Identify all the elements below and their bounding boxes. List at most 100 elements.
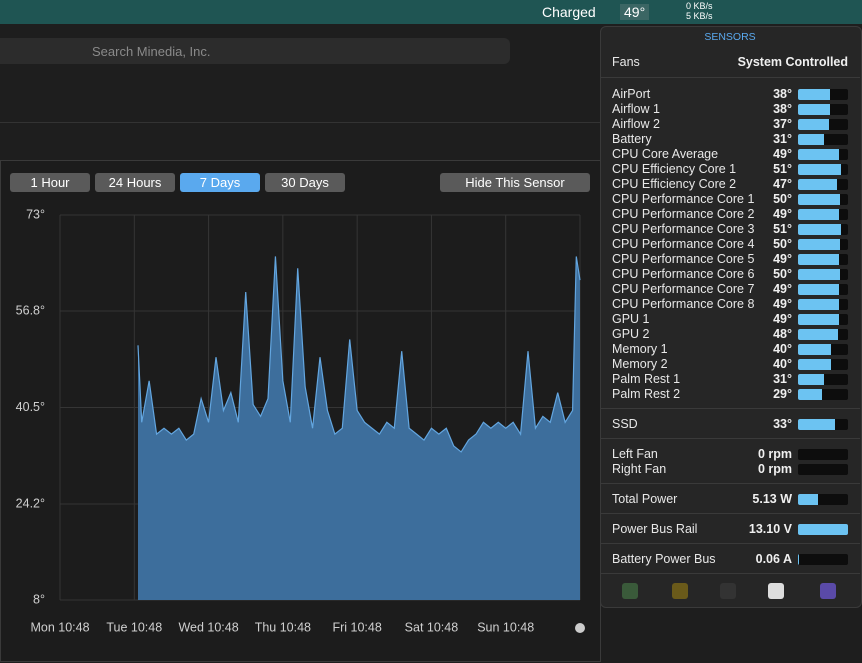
sensor-bar (798, 239, 848, 250)
sensor-name[interactable]: Palm Rest 1 (612, 372, 681, 386)
battery-status[interactable]: Charged (542, 4, 596, 20)
sensor-bar-fill (798, 149, 839, 160)
temp-status[interactable]: 49° (620, 4, 650, 20)
hide-sensor-button[interactable]: Hide This Sensor (440, 173, 590, 192)
separator (600, 543, 860, 544)
sensor-bar (798, 419, 848, 430)
toolbar-icon[interactable] (622, 583, 638, 599)
sensor-bar-fill (798, 374, 824, 385)
sensor-name[interactable]: Airflow 2 (612, 117, 660, 131)
sensor-bar-fill (798, 179, 838, 190)
sensor-bar (798, 224, 848, 235)
y-tick-label: 56.8° (16, 303, 45, 317)
sensor-value: 48° (773, 327, 792, 341)
sensor-value: 0 rpm (757, 447, 792, 461)
sensor-value: 51° (773, 222, 792, 236)
sensor-bar (798, 194, 848, 205)
sensor-bar (798, 104, 848, 115)
separator (600, 573, 860, 574)
range-button[interactable]: 1 Hour (10, 173, 90, 192)
sensor-name[interactable]: CPU Performance Core 4 (612, 237, 755, 251)
sensor-name[interactable]: Airflow 1 (612, 102, 660, 116)
sensor-value: 33° (773, 417, 792, 431)
sensor-name[interactable]: Memory 1 (612, 342, 668, 356)
sensor-value: 31° (773, 372, 792, 386)
sensor-bar (798, 254, 848, 265)
sensor-name[interactable]: Left Fan (612, 447, 658, 461)
sensor-bar-fill (798, 524, 848, 535)
sensor-bar (798, 164, 848, 175)
sensor-name[interactable]: CPU Performance Core 1 (612, 192, 755, 206)
sensor-bar-fill (798, 254, 839, 265)
sensor-name[interactable]: Battery Power Bus (612, 552, 716, 566)
x-tick-label: Sun 10:48 (477, 620, 534, 634)
sensor-bar-fill (798, 164, 841, 175)
sensor-name[interactable]: Right Fan (612, 462, 667, 476)
sensor-value: 50° (773, 192, 792, 206)
sensor-value: 37° (773, 117, 792, 131)
toolbar-icon[interactable] (768, 583, 784, 599)
menu-bar: Charged 49° 0 KB/s 5 KB/s (0, 0, 862, 24)
toolbar-icon[interactable] (820, 583, 836, 599)
sensor-bar-fill (798, 299, 839, 310)
sensor-name[interactable]: CPU Performance Core 7 (612, 282, 755, 296)
sensor-name[interactable]: Memory 2 (612, 357, 668, 371)
sensor-name[interactable]: SSD (612, 417, 638, 431)
sensor-bar-fill (798, 419, 835, 430)
sensor-name[interactable]: CPU Performance Core 8 (612, 297, 755, 311)
separator (600, 513, 860, 514)
sensor-name[interactable]: Power Bus Rail (612, 522, 698, 536)
sensor-bar-fill (798, 224, 841, 235)
sensor-name[interactable]: AirPort (612, 87, 651, 101)
sensor-value: 31° (773, 132, 792, 146)
sensor-name[interactable]: CPU Performance Core 2 (612, 207, 755, 221)
sensor-value: 51° (773, 162, 792, 176)
y-tick-label: 24.2° (16, 496, 45, 510)
sensor-bar (798, 464, 848, 475)
sensor-bar (798, 389, 848, 400)
sensor-bar-fill (798, 134, 824, 145)
sensor-bar (798, 374, 848, 385)
sensor-bar (798, 209, 848, 220)
sensor-bar (798, 314, 848, 325)
sensor-name[interactable]: CPU Core Average (612, 147, 719, 161)
sensor-name[interactable]: CPU Performance Core 3 (612, 222, 755, 236)
sensor-bar-fill (798, 344, 832, 355)
sensor-value: 29° (773, 387, 792, 401)
y-tick-label: 73° (26, 207, 45, 221)
toolbar-icon[interactable] (720, 583, 736, 599)
x-tick-label: Tue 10:48 (106, 620, 162, 634)
sensor-name[interactable]: Palm Rest 2 (612, 387, 681, 401)
sensor-name[interactable]: Battery (612, 132, 652, 146)
sensor-value: 40° (773, 342, 792, 356)
range-button[interactable]: 24 Hours (95, 173, 175, 192)
x-tick-label: Wed 10:48 (178, 620, 238, 634)
sensor-bar-fill (798, 314, 839, 325)
search-field[interactable]: Search Minedia, Inc. (0, 38, 510, 64)
sensor-value: 49° (773, 312, 792, 326)
sensor-bar (798, 344, 848, 355)
sensor-name[interactable]: Total Power (612, 492, 678, 506)
sensor-name[interactable]: GPU 1 (612, 312, 650, 326)
sensor-name[interactable]: CPU Efficiency Core 1 (612, 162, 737, 176)
clock-icon (575, 623, 585, 633)
divider (0, 122, 600, 123)
sensor-bar (798, 284, 848, 295)
area-line (137, 256, 581, 453)
sensor-value: 40° (773, 357, 792, 371)
x-tick-label: Sat 10:48 (405, 620, 459, 634)
range-button[interactable]: 7 Days (180, 173, 260, 192)
sensor-name[interactable]: CPU Performance Core 5 (612, 252, 755, 266)
sensor-name[interactable]: CPU Performance Core 6 (612, 267, 755, 281)
sensor-value: 38° (773, 102, 792, 116)
sensor-name[interactable]: GPU 2 (612, 327, 650, 341)
sensors-title: SENSORS (704, 31, 756, 43)
sensor-name[interactable]: CPU Efficiency Core 2 (612, 177, 737, 191)
range-button[interactable]: 30 Days (265, 173, 345, 192)
sensor-value: 49° (773, 297, 792, 311)
sensor-bar (798, 179, 848, 190)
sensor-bar (798, 299, 848, 310)
toolbar-icon[interactable] (672, 583, 688, 599)
sensor-value: 50° (773, 237, 792, 251)
